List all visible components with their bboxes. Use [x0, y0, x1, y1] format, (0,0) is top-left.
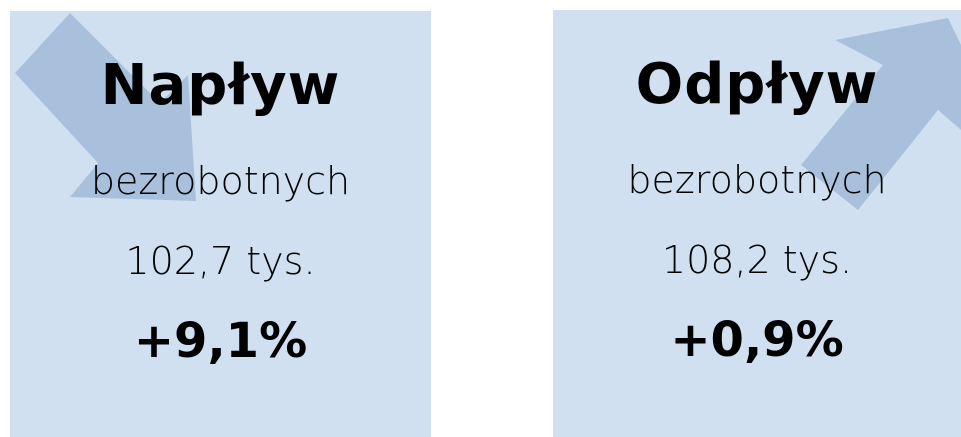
card: Napływ bezrobotnych 102,7 tys. +9,1% [10, 11, 431, 437]
card-amount: 102,7 tys. [125, 239, 316, 283]
card-amount: 108,2 tys. [661, 238, 853, 282]
card-title: Odpływ [635, 52, 879, 117]
card-subtitle: bezrobotnych [627, 158, 887, 202]
arrow-icon [801, 18, 961, 210]
card-subtitle: bezrobotnych [90, 159, 351, 203]
card: Odpływ bezrobotnych 108,2 tys. +0,9% [553, 10, 961, 437]
card-title: Napływ [100, 53, 341, 118]
card-change: +9,1% [133, 313, 308, 369]
arrow-icon [15, 13, 196, 201]
card-change: +0,9% [670, 312, 844, 368]
